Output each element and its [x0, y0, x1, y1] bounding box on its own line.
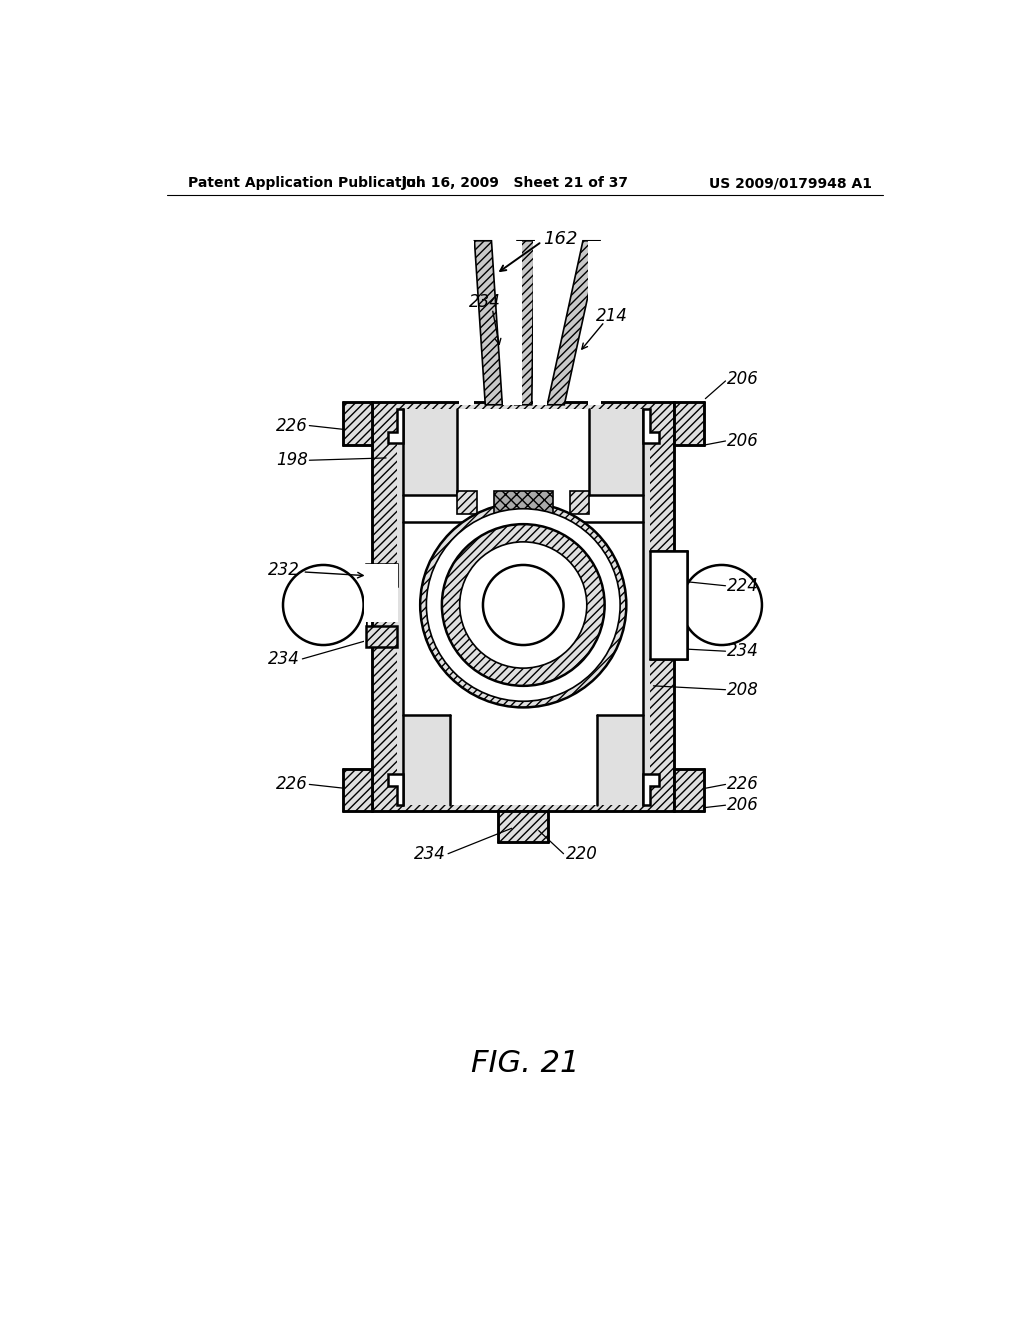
Circle shape — [417, 499, 630, 711]
Polygon shape — [588, 240, 601, 405]
Text: US 2009/0179948 A1: US 2009/0179948 A1 — [709, 176, 872, 190]
Polygon shape — [403, 715, 450, 805]
Circle shape — [460, 541, 587, 668]
Polygon shape — [589, 409, 643, 495]
Text: 206: 206 — [727, 371, 759, 388]
Polygon shape — [458, 491, 477, 515]
Text: 206: 206 — [727, 432, 759, 450]
Polygon shape — [494, 491, 553, 533]
Polygon shape — [649, 552, 687, 659]
Circle shape — [420, 503, 627, 708]
Polygon shape — [569, 491, 589, 515]
Polygon shape — [499, 812, 548, 842]
Polygon shape — [547, 240, 600, 405]
Text: 226: 226 — [727, 775, 759, 793]
Polygon shape — [372, 403, 675, 812]
Polygon shape — [343, 770, 372, 812]
Text: 234: 234 — [469, 293, 501, 312]
Polygon shape — [397, 409, 649, 805]
Text: FIG. 21: FIG. 21 — [471, 1048, 579, 1077]
Text: 226: 226 — [275, 775, 308, 793]
Circle shape — [426, 508, 621, 701]
Polygon shape — [675, 403, 703, 445]
Polygon shape — [458, 409, 589, 495]
Polygon shape — [675, 770, 703, 812]
Circle shape — [283, 565, 364, 645]
Text: 162: 162 — [544, 230, 578, 248]
Circle shape — [442, 524, 604, 686]
Circle shape — [483, 565, 563, 645]
Circle shape — [681, 565, 762, 645]
Polygon shape — [515, 240, 535, 405]
Polygon shape — [365, 562, 366, 647]
Polygon shape — [643, 775, 658, 805]
Polygon shape — [366, 626, 397, 647]
Polygon shape — [403, 409, 458, 495]
Polygon shape — [343, 403, 372, 445]
Text: Jul. 16, 2009   Sheet 21 of 37: Jul. 16, 2009 Sheet 21 of 37 — [402, 176, 629, 190]
Polygon shape — [388, 775, 403, 805]
Text: 198: 198 — [275, 451, 308, 469]
Text: 234: 234 — [727, 643, 759, 660]
Polygon shape — [643, 409, 658, 444]
Text: 232: 232 — [268, 561, 300, 579]
Polygon shape — [397, 409, 403, 805]
Polygon shape — [643, 409, 649, 805]
Polygon shape — [388, 409, 403, 444]
Polygon shape — [366, 564, 397, 586]
Text: 234: 234 — [268, 649, 300, 668]
Text: Patent Application Publication: Patent Application Publication — [188, 176, 426, 190]
Polygon shape — [503, 240, 521, 405]
Text: 208: 208 — [727, 681, 759, 698]
Text: 214: 214 — [596, 308, 629, 325]
Text: 224: 224 — [727, 577, 759, 595]
Polygon shape — [534, 240, 547, 405]
Polygon shape — [365, 564, 398, 622]
Polygon shape — [667, 568, 683, 642]
Polygon shape — [474, 240, 503, 405]
Polygon shape — [459, 240, 474, 405]
Text: 220: 220 — [566, 845, 598, 863]
Text: 206: 206 — [727, 796, 759, 814]
Text: 234: 234 — [414, 845, 445, 863]
Polygon shape — [597, 715, 643, 805]
Text: 226: 226 — [275, 417, 308, 434]
